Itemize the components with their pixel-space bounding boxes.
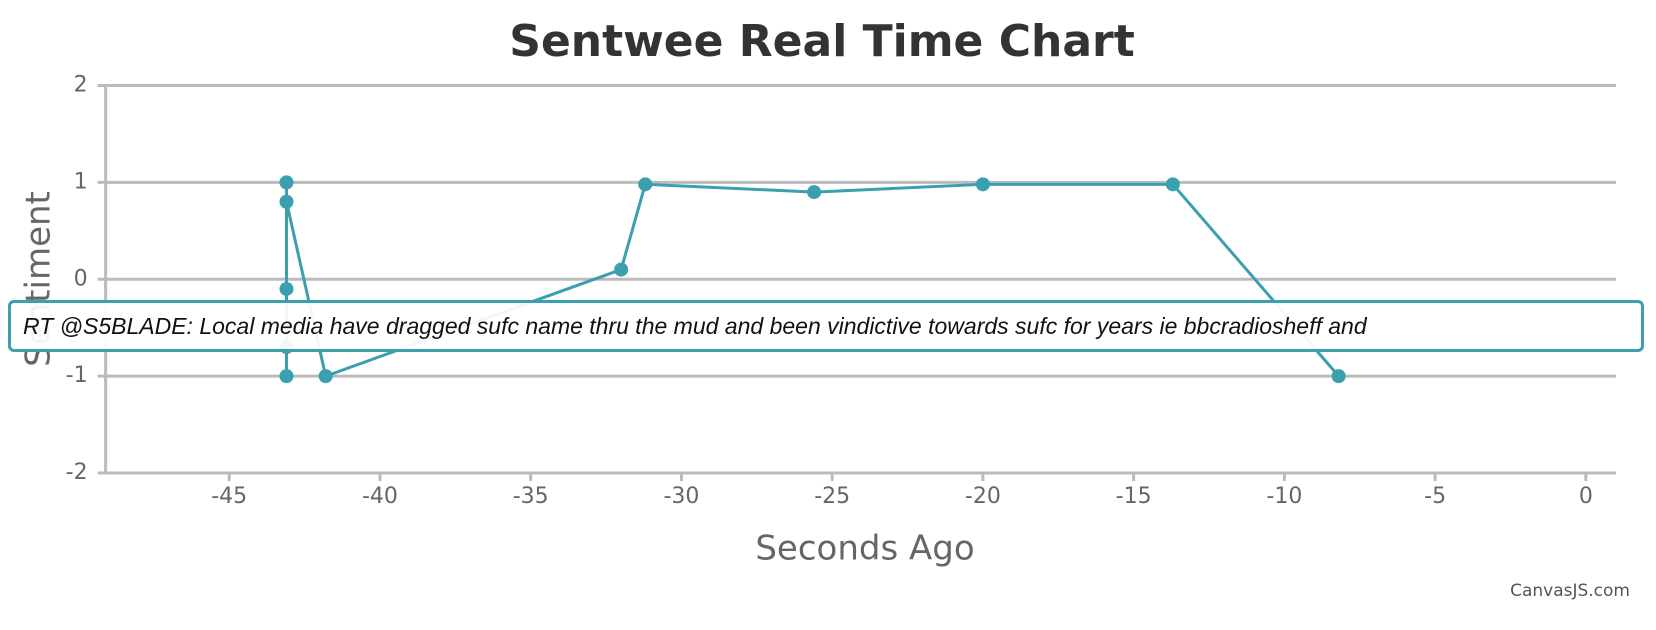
x-tick-label: -5 xyxy=(1424,484,1446,509)
x-tick-label: -40 xyxy=(362,484,398,509)
point xyxy=(279,369,294,384)
x-tick-label: -10 xyxy=(1266,484,1302,509)
x-tick-label: -30 xyxy=(663,484,699,509)
point xyxy=(975,177,990,192)
tooltip: RT @S5BLADE: Local media have dragged su… xyxy=(8,300,1644,352)
point xyxy=(318,369,333,384)
x-tick-label: -15 xyxy=(1116,484,1152,509)
point xyxy=(279,194,294,209)
point xyxy=(614,262,629,277)
chart-title: Sentwee Real Time Chart xyxy=(509,16,1135,67)
x-axis-title: Seconds Ago xyxy=(755,529,974,569)
x-tick-label: 0 xyxy=(1579,484,1593,509)
point xyxy=(1331,369,1346,384)
point xyxy=(807,185,822,200)
y-tick-label: 1 xyxy=(74,169,88,194)
tooltip-text: RT @S5BLADE: Local media have dragged su… xyxy=(23,313,1367,339)
point xyxy=(279,175,294,190)
y-tick-label: 0 xyxy=(74,266,88,291)
point xyxy=(1165,177,1180,192)
point xyxy=(279,281,294,296)
x-tick-label: -45 xyxy=(211,484,247,509)
x-tick-label: -25 xyxy=(814,484,850,509)
point xyxy=(638,177,653,192)
y-tick-label: -1 xyxy=(66,363,88,388)
x-tick-label: -35 xyxy=(513,484,549,509)
y-tick-label: 2 xyxy=(74,73,88,98)
y-tick-label: -2 xyxy=(66,460,88,485)
credit[interactable]: CanvasJS.com xyxy=(1510,581,1630,601)
x-tick-label: -20 xyxy=(965,484,1001,509)
